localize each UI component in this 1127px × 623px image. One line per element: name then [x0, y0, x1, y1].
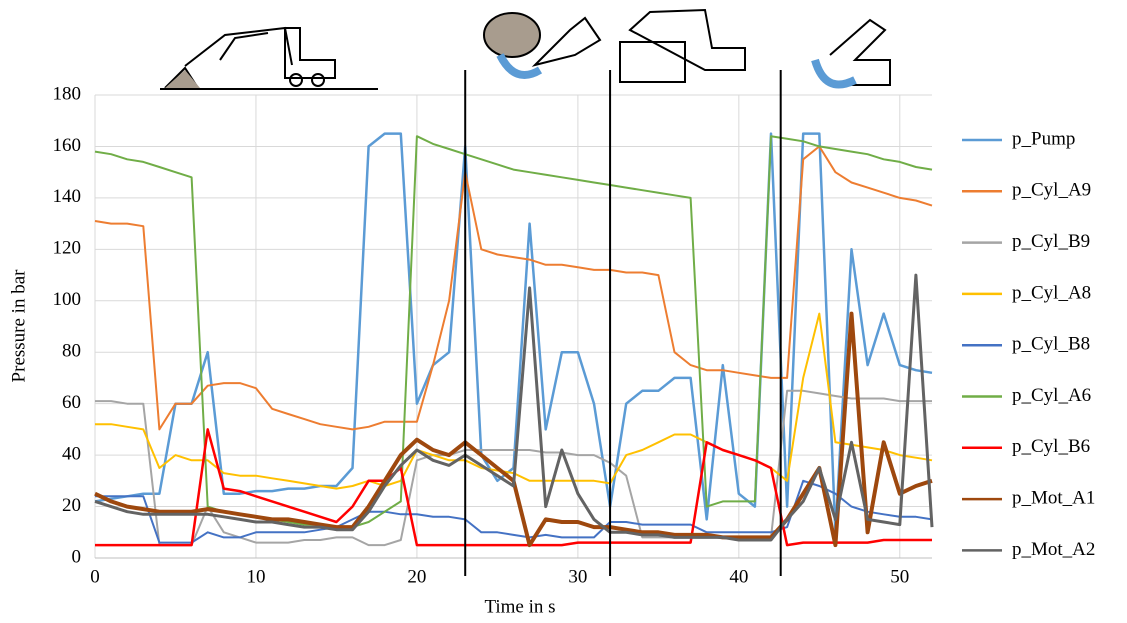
- series-line: [95, 146, 932, 429]
- soil-pile: [165, 70, 200, 88]
- legend-label: p_Cyl_A8: [1012, 282, 1091, 303]
- x-tick-label: 0: [90, 566, 100, 587]
- y-tick-label: 140: [53, 186, 82, 207]
- y-axis-title: Pressure in bar: [8, 269, 29, 383]
- legend-label: p_Cyl_A6: [1012, 385, 1091, 406]
- legend-label: p_Pump: [1012, 128, 1075, 149]
- legend-label: p_Cyl_B8: [1012, 334, 1090, 355]
- arm-icon: [535, 18, 600, 65]
- y-tick-label: 40: [62, 443, 81, 464]
- x-tick-label: 40: [729, 566, 748, 587]
- y-tick-label: 20: [62, 495, 81, 516]
- legend-label: p_Mot_A2: [1012, 539, 1095, 560]
- x-tick-label: 20: [407, 566, 426, 587]
- y-tick-label: 60: [62, 392, 81, 413]
- legend-label: p_Cyl_B9: [1012, 231, 1090, 252]
- y-tick-label: 180: [53, 83, 82, 104]
- wheel: [312, 74, 324, 86]
- plot-area: 0 20 40 60 80 100 120 140 160 180 0 10 20 30 40 50 p_Pum…: [53, 70, 1096, 587]
- chart: 0 20 40 60 80 100 120 140 160 180 0 10 20 30 40 50 p_Pum…: [0, 0, 1127, 623]
- x-tick-label: 10: [246, 566, 265, 587]
- series-line: [95, 314, 932, 545]
- excavator-load-icon: [630, 10, 745, 70]
- x-tick-label: 50: [890, 566, 909, 587]
- wheel: [290, 74, 302, 86]
- swing-back-arrow: [815, 60, 855, 85]
- series-line: [95, 275, 932, 540]
- y-tick-label: 160: [53, 135, 82, 156]
- legend-label: p_Mot_A1: [1012, 487, 1095, 508]
- soil-load-icon: [484, 13, 540, 57]
- truck-box-icon: [620, 42, 685, 82]
- y-tick-label: 100: [53, 289, 82, 310]
- legend-label: p_Cyl_A9: [1012, 180, 1091, 201]
- y-tick-label: 0: [72, 546, 82, 567]
- x-axis-title: Time in s: [484, 596, 555, 617]
- x-tick-label: 30: [568, 566, 587, 587]
- y-tick-label: 80: [62, 341, 81, 362]
- legend-label: p_Cyl_B6: [1012, 436, 1090, 457]
- y-tick-label: 120: [53, 238, 82, 259]
- return-icon: [830, 20, 890, 85]
